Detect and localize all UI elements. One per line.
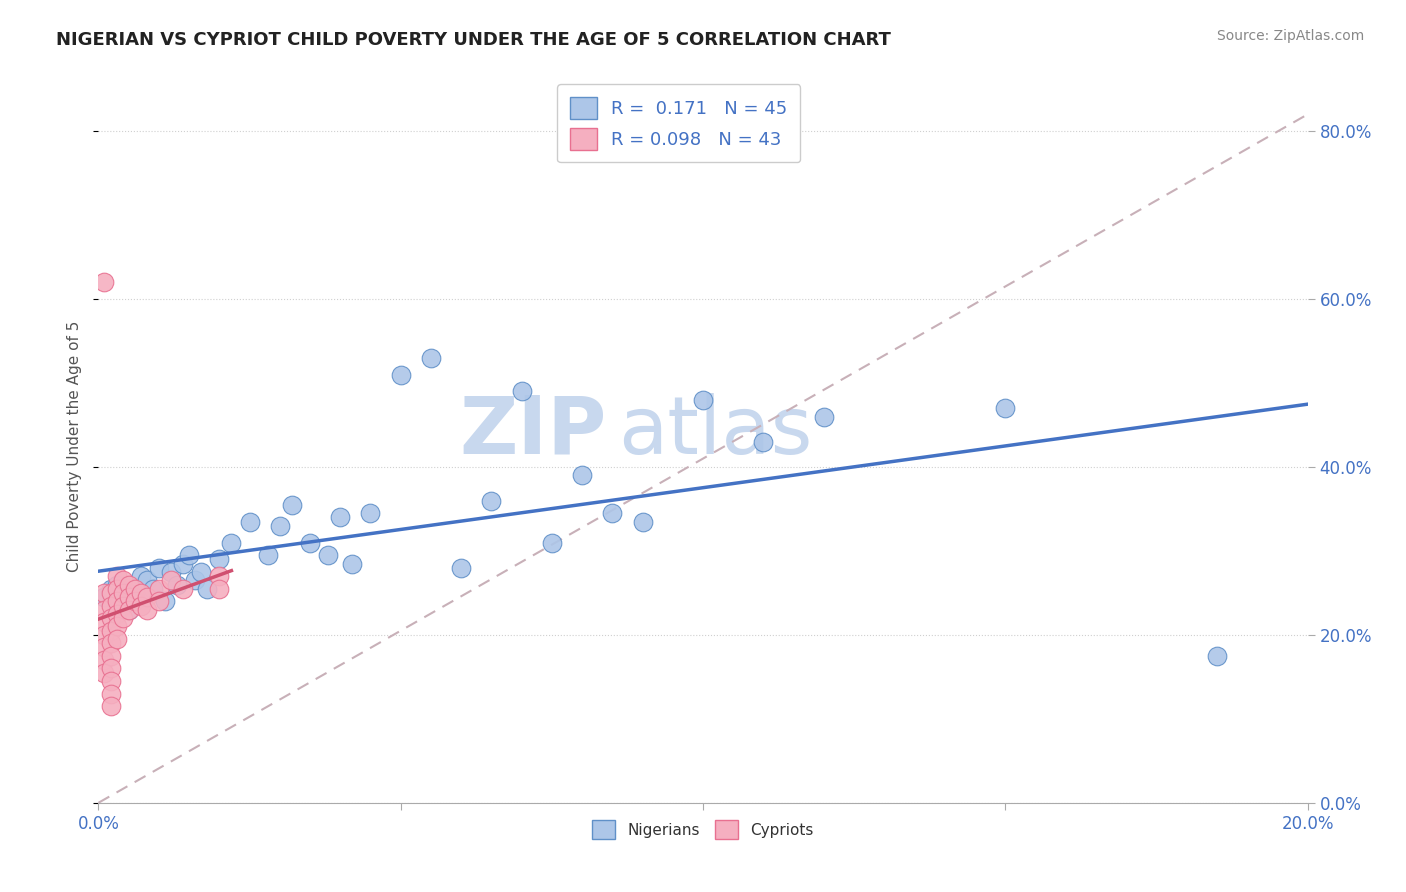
Point bbox=[100, 636, 122, 650]
Point bbox=[540, 535, 562, 549]
Point bbox=[93, 640, 115, 655]
Legend: Nigerians, Cypriots: Nigerians, Cypriots bbox=[586, 814, 820, 845]
Point bbox=[342, 557, 364, 571]
Point bbox=[118, 586, 141, 600]
Point bbox=[105, 632, 128, 646]
Point bbox=[129, 586, 152, 600]
Point bbox=[124, 594, 146, 608]
Point bbox=[100, 674, 122, 689]
Point bbox=[389, 368, 412, 382]
Point bbox=[105, 594, 128, 608]
Point bbox=[481, 493, 503, 508]
Point bbox=[142, 582, 165, 596]
Point bbox=[994, 401, 1017, 416]
Point bbox=[813, 409, 835, 424]
Point bbox=[256, 548, 278, 562]
Point bbox=[93, 590, 115, 604]
Point bbox=[93, 615, 115, 630]
Point bbox=[118, 603, 141, 617]
Point bbox=[100, 648, 122, 663]
Point bbox=[105, 607, 128, 621]
Point bbox=[752, 434, 775, 449]
Point bbox=[100, 661, 122, 675]
Point bbox=[105, 577, 128, 591]
Point bbox=[221, 535, 243, 549]
Point bbox=[172, 582, 194, 596]
Point bbox=[93, 275, 115, 289]
Point bbox=[100, 624, 122, 638]
Point bbox=[100, 586, 122, 600]
Point bbox=[105, 569, 128, 583]
Point bbox=[195, 582, 218, 596]
Point bbox=[111, 594, 134, 608]
Point bbox=[100, 582, 122, 596]
Point bbox=[1206, 648, 1229, 663]
Point bbox=[631, 515, 654, 529]
Point bbox=[93, 653, 115, 667]
Point bbox=[93, 665, 115, 680]
Point bbox=[135, 603, 157, 617]
Point bbox=[450, 560, 472, 574]
Point bbox=[111, 574, 134, 588]
Point bbox=[602, 506, 624, 520]
Y-axis label: Child Poverty Under the Age of 5: Child Poverty Under the Age of 5 bbox=[67, 320, 83, 572]
Point bbox=[148, 582, 170, 596]
Point bbox=[153, 594, 176, 608]
Point bbox=[208, 582, 231, 596]
Point bbox=[208, 552, 231, 566]
Point bbox=[360, 506, 382, 520]
Point bbox=[100, 687, 122, 701]
Point bbox=[100, 699, 122, 714]
Point bbox=[166, 577, 188, 591]
Point bbox=[111, 586, 134, 600]
Point bbox=[510, 384, 533, 399]
Point bbox=[148, 594, 170, 608]
Point bbox=[93, 628, 115, 642]
Point bbox=[118, 577, 141, 591]
Point bbox=[160, 565, 183, 579]
Point bbox=[105, 619, 128, 633]
Point bbox=[184, 574, 207, 588]
Point bbox=[329, 510, 352, 524]
Point bbox=[100, 599, 122, 613]
Point bbox=[172, 557, 194, 571]
Point bbox=[179, 548, 201, 562]
Point bbox=[100, 611, 122, 625]
Point bbox=[692, 392, 714, 407]
Point bbox=[239, 515, 262, 529]
Point bbox=[571, 468, 593, 483]
Point bbox=[208, 569, 231, 583]
Point bbox=[135, 590, 157, 604]
Point bbox=[118, 603, 141, 617]
Point bbox=[148, 560, 170, 574]
Point bbox=[124, 590, 146, 604]
Point bbox=[269, 518, 291, 533]
Point bbox=[299, 535, 322, 549]
Text: ZIP: ZIP bbox=[458, 392, 606, 471]
Point bbox=[190, 565, 212, 579]
Point bbox=[93, 603, 115, 617]
Text: Source: ZipAtlas.com: Source: ZipAtlas.com bbox=[1216, 29, 1364, 43]
Point bbox=[124, 582, 146, 596]
Point bbox=[93, 586, 115, 600]
Point bbox=[111, 599, 134, 613]
Point bbox=[160, 574, 183, 588]
Point bbox=[135, 574, 157, 588]
Point bbox=[281, 498, 304, 512]
Point bbox=[129, 569, 152, 583]
Point bbox=[105, 599, 128, 613]
Point bbox=[118, 590, 141, 604]
Text: atlas: atlas bbox=[619, 392, 813, 471]
Point bbox=[316, 548, 339, 562]
Point bbox=[420, 351, 443, 365]
Point bbox=[111, 611, 134, 625]
Text: NIGERIAN VS CYPRIOT CHILD POVERTY UNDER THE AGE OF 5 CORRELATION CHART: NIGERIAN VS CYPRIOT CHILD POVERTY UNDER … bbox=[56, 31, 891, 49]
Point bbox=[129, 599, 152, 613]
Point bbox=[105, 582, 128, 596]
